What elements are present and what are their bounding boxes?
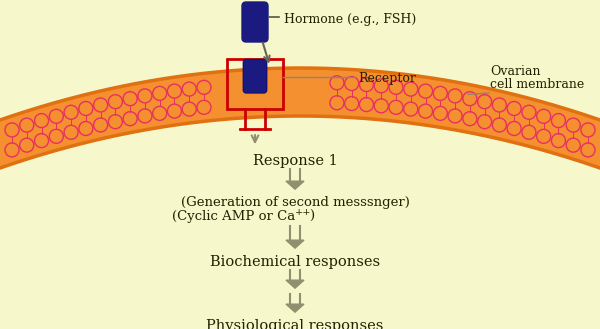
Text: (Generation of second messsnger): (Generation of second messsnger) [181, 196, 409, 209]
Text: ++: ++ [295, 208, 311, 217]
Text: (Cyclic AMP or Ca: (Cyclic AMP or Ca [172, 210, 295, 223]
Polygon shape [286, 280, 304, 288]
Text: Hormone (e.g., FSH): Hormone (e.g., FSH) [284, 13, 416, 27]
Text: Physiological responses: Physiological responses [206, 319, 383, 329]
Text: Response 1: Response 1 [253, 154, 337, 168]
Polygon shape [286, 240, 304, 248]
FancyBboxPatch shape [243, 59, 267, 93]
Text: Ovarian: Ovarian [490, 65, 541, 78]
Text: Receptor: Receptor [358, 72, 416, 85]
Text: ): ) [309, 210, 314, 223]
Bar [227, 59, 283, 109]
Text: Biochemical responses: Biochemical responses [210, 255, 380, 269]
Polygon shape [286, 304, 304, 312]
Text: cell membrane: cell membrane [490, 78, 584, 91]
FancyBboxPatch shape [242, 2, 268, 42]
Polygon shape [286, 181, 304, 189]
